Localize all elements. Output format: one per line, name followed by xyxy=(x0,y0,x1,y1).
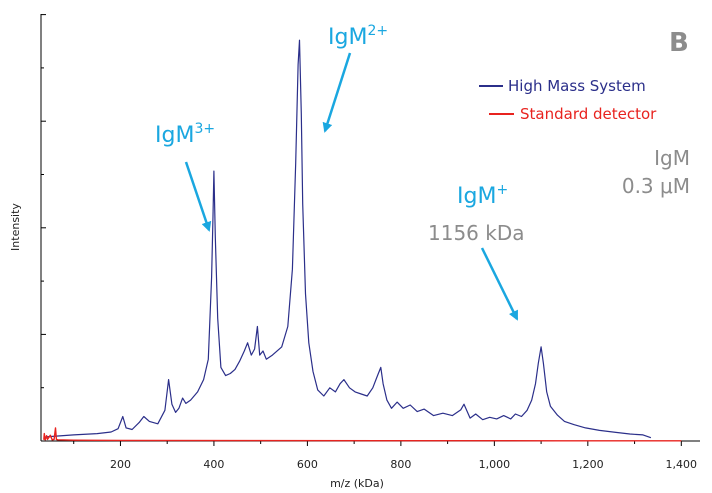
x-axis-title: m/z (kDa) xyxy=(330,477,384,490)
annotations: IgM3+ IgM2+ IgM+ 1156 kDa xyxy=(155,23,525,321)
annotation-igm3: IgM3+ xyxy=(155,121,215,148)
x-tick-label: 200 xyxy=(110,458,131,471)
x-tick-label: 1,200 xyxy=(572,458,604,471)
legend-label-high-mass: High Mass System xyxy=(508,77,646,95)
annotation-igm1-mass: 1156 kDa xyxy=(428,221,525,245)
x-tick-label: 400 xyxy=(203,458,224,471)
y-ticks xyxy=(41,14,46,389)
panel-label: B xyxy=(669,28,689,58)
sample-name: IgM xyxy=(654,146,690,170)
y-axis-title: Intensity xyxy=(9,203,22,251)
series-layer xyxy=(43,39,682,442)
series-line-high-mass xyxy=(45,39,652,439)
series-line-standard xyxy=(43,427,682,442)
x-tick-label: 800 xyxy=(390,458,411,471)
x-tick-label: 600 xyxy=(297,458,318,471)
legend-label-standard: Standard detector xyxy=(520,105,657,123)
arrow-igm1 xyxy=(480,247,519,321)
x-ticks: 200 400 600 800 1,000 1,200 1,400 xyxy=(73,441,698,471)
legend: High Mass System Standard detector xyxy=(479,77,657,123)
annotation-igm1: IgM+ xyxy=(457,182,508,209)
annotation-igm2: IgM2+ xyxy=(328,23,388,50)
arrow-igm3 xyxy=(184,161,212,232)
sample-concentration: 0.3 μM xyxy=(622,174,690,198)
x-tick-label: 1,400 xyxy=(666,458,698,471)
arrow-igm2 xyxy=(322,52,352,133)
x-tick-label: 1,000 xyxy=(479,458,511,471)
